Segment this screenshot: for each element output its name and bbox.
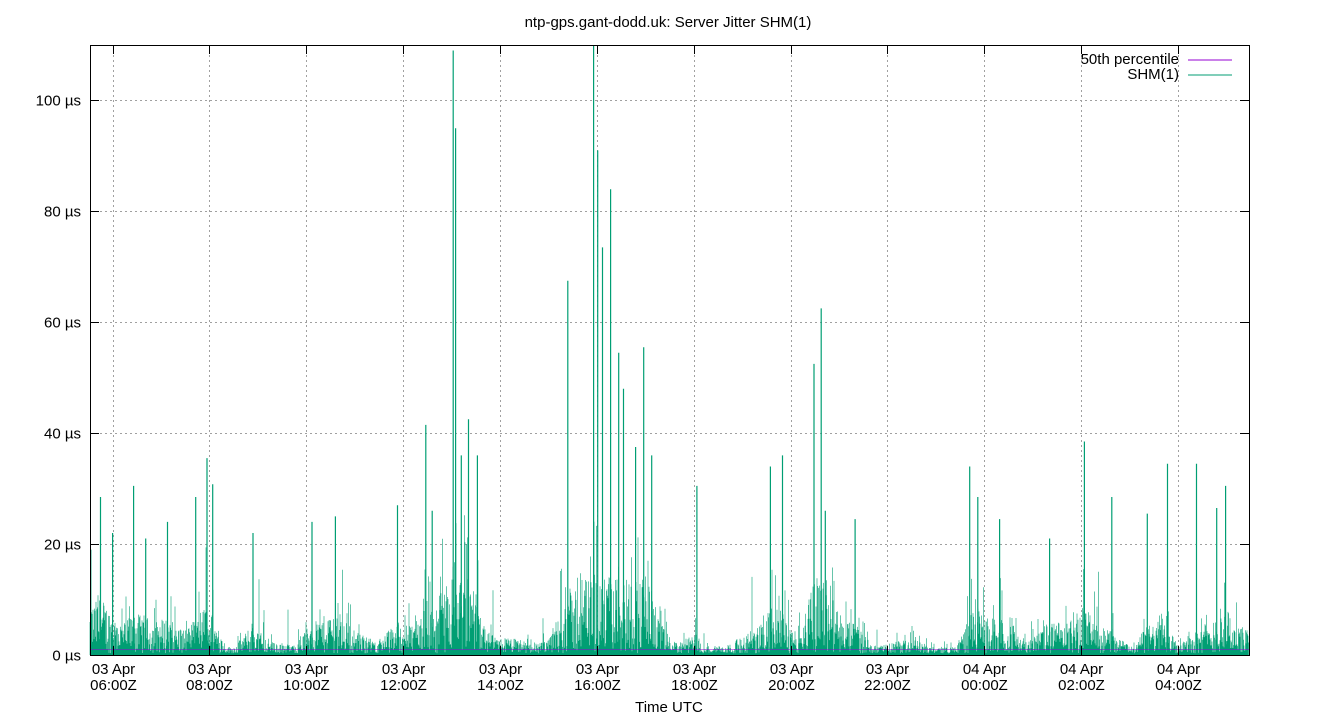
x-tick-time: 14:00Z xyxy=(477,677,524,694)
x-tick-date: 03 Apr xyxy=(673,661,716,678)
x-tick-time: 16:00Z xyxy=(574,677,621,694)
x-tick-time: 22:00Z xyxy=(864,677,911,694)
x-tick-date: 03 Apr xyxy=(92,661,135,678)
chart-title: ntp-gps.gant-dodd.uk: Server Jitter SHM(… xyxy=(525,14,812,31)
x-tick-date: 03 Apr xyxy=(382,661,425,678)
y-tick-label: 60 µs xyxy=(44,315,81,332)
x-tick-time: 04:00Z xyxy=(1155,677,1202,694)
y-tick-label: 100 µs xyxy=(36,93,81,110)
x-tick-time: 20:00Z xyxy=(768,677,815,694)
x-tick-time: 12:00Z xyxy=(380,677,427,694)
x-tick-date: 04 Apr xyxy=(1157,661,1200,678)
x-tick-time: 10:00Z xyxy=(283,677,330,694)
x-tick-time: 08:00Z xyxy=(186,677,233,694)
y-axis: 0 µs 20 µs 40 µs 60 µs 80 µs 100 µs xyxy=(36,93,1249,665)
x-axis-label: Time UTC xyxy=(635,699,703,716)
x-tick-time: 06:00Z xyxy=(90,677,137,694)
grid xyxy=(90,45,1249,655)
y-tick-label: 20 µs xyxy=(44,537,81,554)
x-tick-time: 18:00Z xyxy=(671,677,718,694)
x-tick-date: 03 Apr xyxy=(188,661,231,678)
x-tick-date: 03 Apr xyxy=(576,661,619,678)
shm1-series xyxy=(89,515,1249,655)
plot-border xyxy=(90,45,1250,656)
x-tick-date: 04 Apr xyxy=(1060,661,1103,678)
legend: 50th percentile SHM(1) xyxy=(1081,51,1232,83)
x-tick-date: 03 Apr xyxy=(866,661,909,678)
y-tick-label: 0 µs xyxy=(52,648,81,665)
x-tick-date: 03 Apr xyxy=(285,661,328,678)
shm1-peaks xyxy=(90,45,1227,655)
y-tick-label: 40 µs xyxy=(44,426,81,443)
x-tick-date: 03 Apr xyxy=(479,661,522,678)
x-tick-time: 00:00Z xyxy=(961,677,1008,694)
shm1-noise-path xyxy=(89,515,1249,655)
legend-label-shm1: SHM(1) xyxy=(1127,66,1179,83)
x-tick-date: 04 Apr xyxy=(963,661,1006,678)
y-tick-label: 80 µs xyxy=(44,204,81,221)
legend-label-median: 50th percentile xyxy=(1081,51,1179,68)
x-tick-time: 02:00Z xyxy=(1058,677,1105,694)
x-tick-date: 03 Apr xyxy=(770,661,813,678)
